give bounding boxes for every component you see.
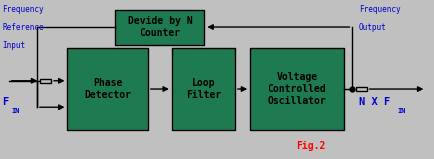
Bar — [355, 87, 366, 91]
Text: Output: Output — [358, 23, 386, 32]
Bar — [67, 48, 148, 130]
Bar — [115, 10, 204, 45]
Text: F: F — [2, 97, 8, 107]
Text: N X F: N X F — [358, 97, 389, 107]
Text: Frequency: Frequency — [2, 5, 44, 14]
Text: Fig.2: Fig.2 — [295, 141, 325, 151]
Text: Phase
Detector: Phase Detector — [84, 78, 131, 100]
Text: Reference: Reference — [2, 23, 44, 32]
Text: Devide by N
Counter: Devide by N Counter — [127, 16, 192, 38]
Bar — [171, 48, 234, 130]
Bar — [250, 48, 343, 130]
Text: Voltage
Controlled
Oscillator: Voltage Controlled Oscillator — [267, 73, 326, 106]
Text: Frequency: Frequency — [358, 5, 400, 14]
Text: IN: IN — [12, 108, 20, 114]
Bar — [40, 79, 51, 83]
Text: Input: Input — [2, 41, 25, 50]
Text: Loop
Filter: Loop Filter — [185, 78, 220, 100]
Text: IN: IN — [396, 108, 405, 114]
